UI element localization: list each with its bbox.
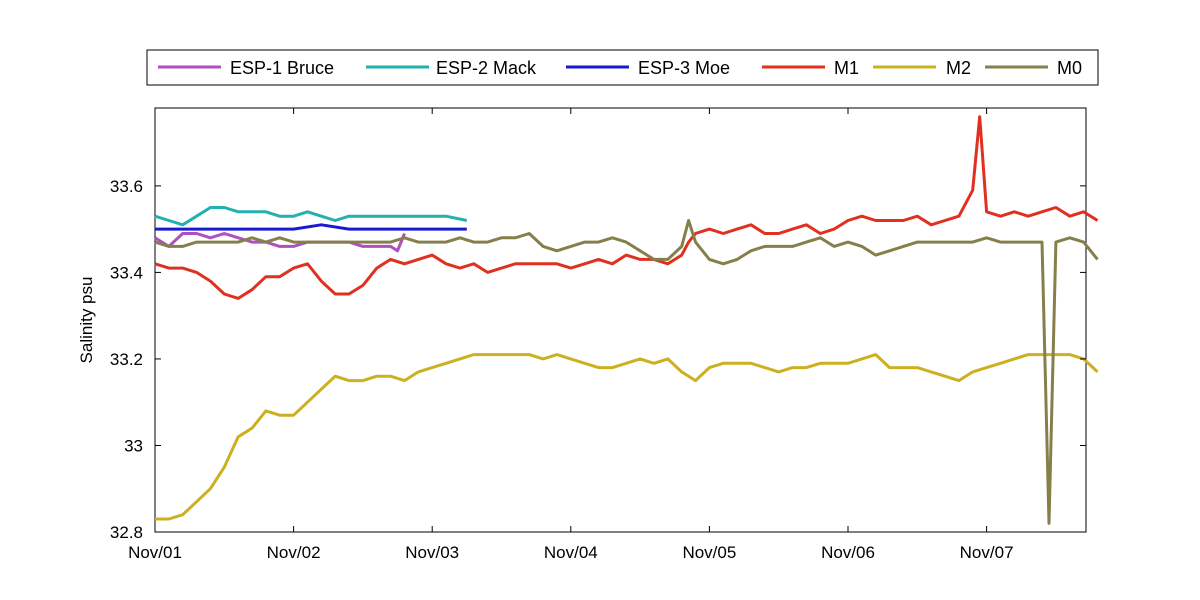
series-line-esp-1-bruce: [154, 232, 406, 253]
y-tick-label: 33: [124, 436, 143, 455]
series-line-m1: [154, 115, 1099, 300]
legend-label: ESP-1 Bruce: [230, 58, 334, 78]
series-line-esp-3-moe: [155, 223, 467, 231]
y-tick-label: 33.2: [110, 350, 143, 369]
legend-label: ESP-2 Mack: [436, 58, 537, 78]
series-line-m0: [154, 219, 1099, 525]
x-tick-label: Nov/07: [960, 543, 1014, 562]
x-axis: Nov/01 Nov/02 Nov/03 Nov/04 Nov/05 Nov/06 Nov/…: [128, 108, 1014, 562]
x-tick-label: Nov/02: [267, 543, 321, 562]
x-tick-label: Nov/06: [821, 543, 875, 562]
y-axis-label: Salinity psu: [77, 277, 96, 364]
series-layer: [154, 115, 1099, 525]
x-tick-label: Nov/05: [682, 543, 736, 562]
series-line-esp-2-mack: [154, 206, 468, 227]
plot-frame: [154, 107, 1087, 533]
y-tick-label: 33.4: [110, 263, 143, 282]
legend-label: M2: [946, 58, 971, 78]
y-tick-label: 33.6: [110, 177, 143, 196]
legend-label: M1: [834, 58, 859, 78]
series-line-m2: [155, 353, 1099, 521]
y-tick-label: 32.8: [110, 523, 143, 542]
x-tick-label: Nov/01: [128, 543, 182, 562]
x-tick-label: Nov/04: [544, 543, 598, 562]
x-tick-label: Nov/03: [405, 543, 459, 562]
legend-label: M0: [1057, 58, 1082, 78]
legend-label: ESP-3 Moe: [638, 58, 730, 78]
y-axis: 32.8 33 33.2 33.4 33.6: [110, 177, 1086, 542]
plot-area: Nov/01 Nov/02 Nov/03 Nov/04 Nov/05 Nov/06 Nov/…: [110, 107, 1099, 562]
legend: ESP-1 Bruce ESP-2 Mack ESP-3 Moe M1 M2 M0: [146, 49, 1099, 86]
